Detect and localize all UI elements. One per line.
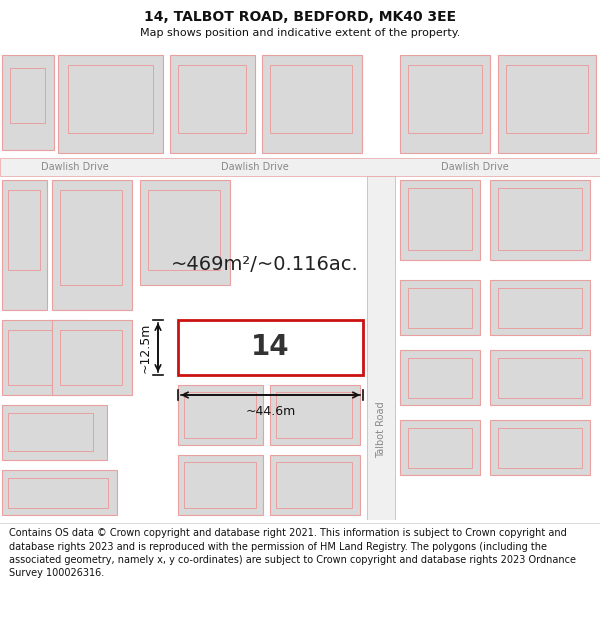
Bar xyxy=(400,350,480,405)
Bar xyxy=(184,462,256,508)
Text: Map shows position and indicative extent of the property.: Map shows position and indicative extent… xyxy=(140,28,460,38)
Bar xyxy=(178,385,263,445)
Bar xyxy=(490,180,590,260)
Bar xyxy=(408,428,472,468)
Text: Dawlish Drive: Dawlish Drive xyxy=(441,162,509,172)
Bar xyxy=(178,65,246,133)
Bar xyxy=(400,280,480,335)
Text: 14, TALBOT ROAD, BEDFORD, MK40 3EE: 14, TALBOT ROAD, BEDFORD, MK40 3EE xyxy=(144,10,456,24)
Bar xyxy=(262,55,362,153)
Bar xyxy=(367,176,395,520)
Bar xyxy=(178,320,363,375)
Bar xyxy=(58,55,163,153)
Bar xyxy=(498,428,582,468)
Bar xyxy=(2,180,47,310)
Text: ~44.6m: ~44.6m xyxy=(245,405,296,418)
Bar xyxy=(408,358,472,398)
Bar xyxy=(400,420,480,475)
Bar xyxy=(270,385,360,445)
Bar xyxy=(8,190,40,270)
Bar xyxy=(498,188,582,250)
Bar xyxy=(498,358,582,398)
Bar xyxy=(140,180,230,285)
Bar xyxy=(52,180,132,310)
Bar xyxy=(148,190,220,270)
Bar xyxy=(178,455,263,515)
Bar xyxy=(184,392,256,438)
Bar xyxy=(0,158,600,176)
Bar xyxy=(408,188,472,250)
Bar xyxy=(400,180,480,260)
Bar xyxy=(8,330,70,385)
Text: Dawlish Drive: Dawlish Drive xyxy=(221,162,289,172)
Bar xyxy=(170,55,255,153)
Bar xyxy=(270,65,352,133)
Bar xyxy=(2,405,107,460)
Bar xyxy=(490,350,590,405)
Bar xyxy=(2,55,54,150)
Bar xyxy=(506,65,588,133)
Bar xyxy=(400,55,490,153)
Bar xyxy=(490,420,590,475)
Text: Dawlish Drive: Dawlish Drive xyxy=(41,162,109,172)
Bar xyxy=(10,68,45,123)
Bar xyxy=(408,65,482,133)
Bar xyxy=(60,330,122,385)
Bar xyxy=(490,280,590,335)
Text: 14: 14 xyxy=(251,334,290,361)
Bar xyxy=(2,470,117,515)
Bar xyxy=(52,320,132,395)
Text: ~12.5m: ~12.5m xyxy=(139,322,152,372)
Text: Talbot Road: Talbot Road xyxy=(376,402,386,458)
Bar xyxy=(8,413,93,451)
Text: ~469m²/~0.116ac.: ~469m²/~0.116ac. xyxy=(171,256,359,274)
Bar xyxy=(276,462,352,508)
Bar xyxy=(498,55,596,153)
Bar xyxy=(2,320,82,395)
Bar xyxy=(408,288,472,328)
Bar xyxy=(60,190,122,285)
Bar xyxy=(8,478,108,508)
Bar xyxy=(270,455,360,515)
Text: Contains OS data © Crown copyright and database right 2021. This information is : Contains OS data © Crown copyright and d… xyxy=(9,528,576,578)
Bar xyxy=(498,288,582,328)
Bar xyxy=(276,392,352,438)
Bar xyxy=(68,65,153,133)
